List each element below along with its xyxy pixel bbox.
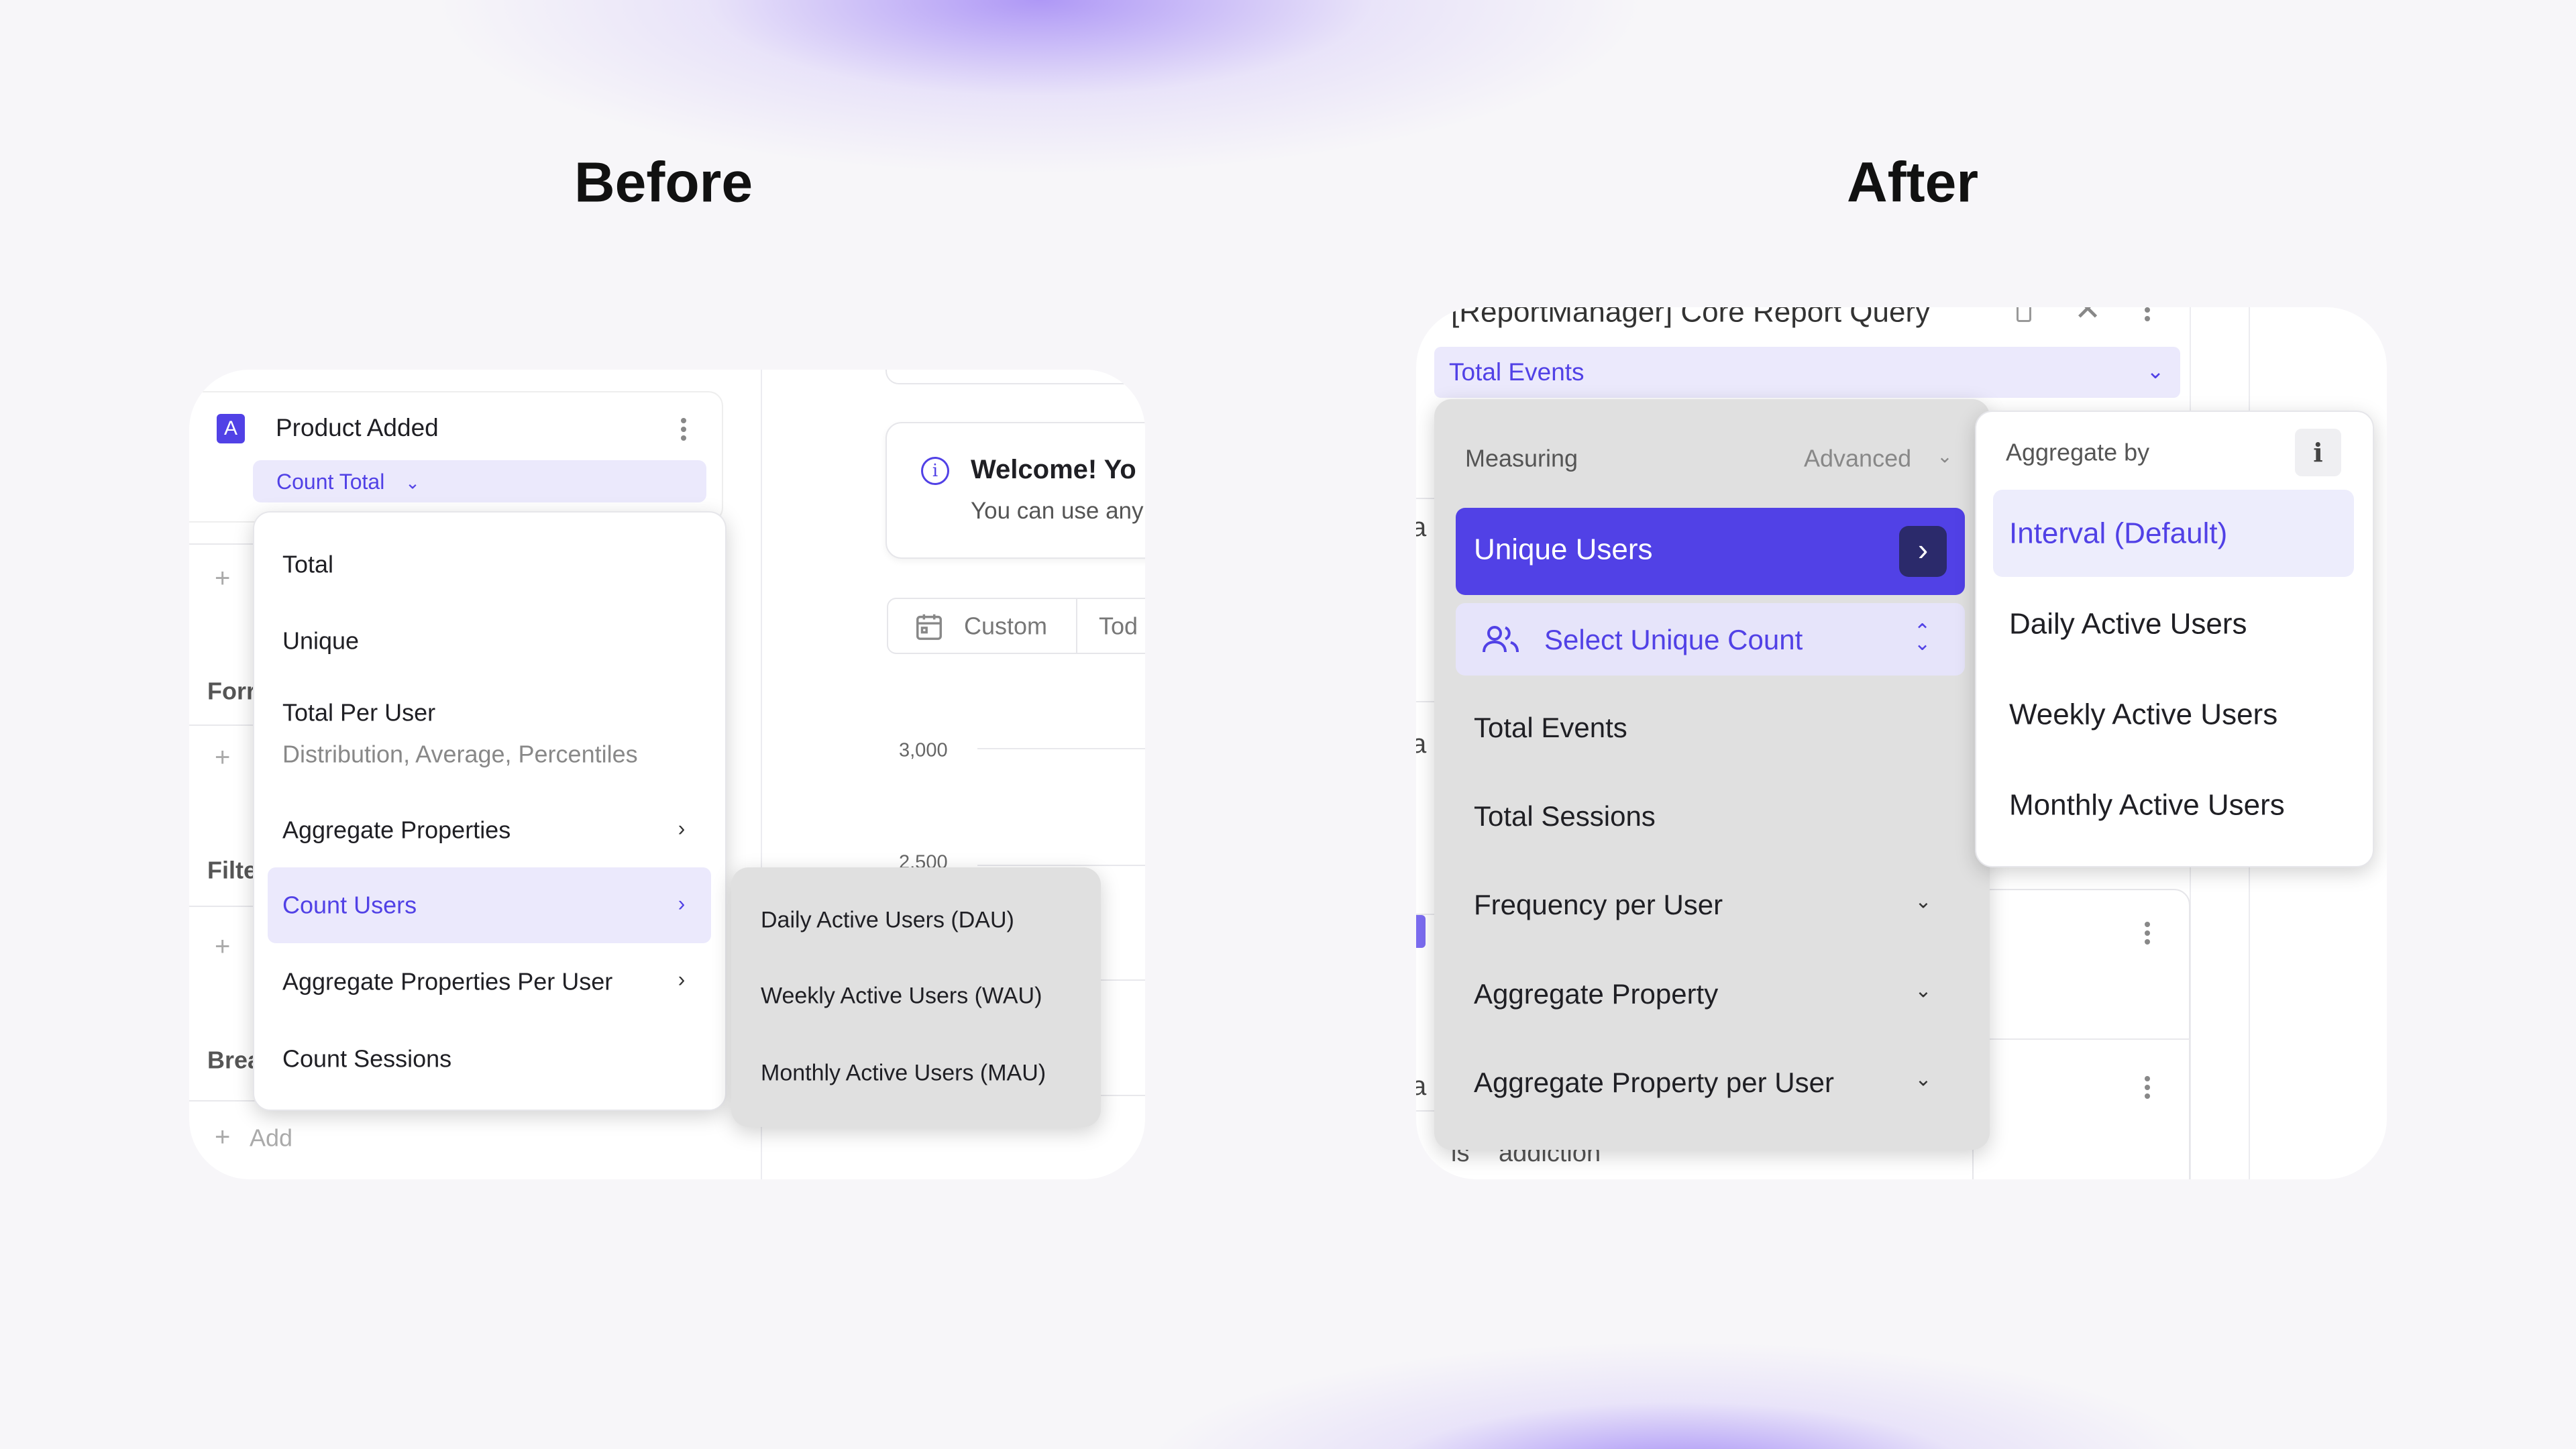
chevron-down-icon: ⌄ <box>405 472 420 493</box>
measure-dropdown[interactable]: Total Events ⌄ <box>1434 347 2180 398</box>
welcome-title: Welcome! Yo <box>971 455 1136 484</box>
measure-dropdown[interactable]: Count Total ⌄ <box>253 460 706 502</box>
date-range-picker[interactable] <box>887 598 1145 654</box>
info-icon: i <box>921 457 949 485</box>
plus-icon[interactable]: + <box>215 932 231 961</box>
aggregate-option-interval-label: Interval (Default) <box>2009 517 2228 550</box>
plus-icon[interactable]: + <box>215 1122 231 1152</box>
chevron-right-icon: › <box>678 891 686 916</box>
users-icon <box>1481 623 1521 654</box>
menu-item-total-sessions[interactable]: Total Sessions <box>1474 800 1656 832</box>
after-title: After <box>1846 150 1979 214</box>
menu-item-frequency-per-user[interactable]: Frequency per User <box>1474 888 1723 920</box>
count-users-submenu <box>731 867 1101 1127</box>
menu-item-aggregate-properties[interactable]: Aggregate Properties <box>282 816 511 844</box>
aggregate-by-menu <box>1975 411 2374 867</box>
chevron-right-icon: › <box>678 967 686 991</box>
submenu-item-dau[interactable]: Daily Active Users (DAU) <box>761 907 1014 933</box>
row-menu-icon[interactable] <box>2145 918 2150 948</box>
menu-item-count-sessions[interactable]: Count Sessions <box>282 1044 452 1073</box>
filter-heading: Filte <box>207 856 258 884</box>
menu-item-aggregate-properties-per-user[interactable]: Aggregate Properties Per User <box>282 967 613 996</box>
aggregate-by-header: Aggregate by <box>2006 438 2150 466</box>
select-unique-count-label: Select Unique Count <box>1544 623 1803 655</box>
menu-item-total-events[interactable]: Total Events <box>1474 711 1627 743</box>
selected-measure-unique-users[interactable]: Unique Users › <box>1456 508 1965 595</box>
measure-label: Count Total <box>276 469 385 494</box>
menu-item-aggregate-property[interactable]: Aggregate Property <box>1474 977 1719 1010</box>
bg-text: a <box>1416 1071 1427 1101</box>
y-tick: 3,000 <box>899 739 948 761</box>
plus-icon[interactable]: + <box>215 564 231 593</box>
welcome-card <box>885 422 1145 559</box>
select-unique-count[interactable]: Select Unique Count ⌃ ⌄ <box>1456 603 1965 676</box>
expand-button[interactable]: › <box>1899 526 1947 577</box>
advanced-toggle[interactable]: Advanced <box>1804 444 1912 472</box>
updown-icon: ⌃ ⌄ <box>1914 621 1931 655</box>
before-panel: A Product Added Count Total ⌄ + Forr + F… <box>189 370 1145 1179</box>
bg-card <box>1972 889 2190 1179</box>
menu-item-count-users[interactable] <box>268 867 711 943</box>
menu-item-subtitle: Distribution, Average, Percentiles <box>282 740 638 768</box>
close-icon[interactable]: ✕ <box>2074 307 2102 328</box>
submenu-item-mau[interactable]: Monthly Active Users (MAU) <box>761 1060 1046 1086</box>
selected-measure-label: Unique Users <box>1474 533 1653 566</box>
measure-label: Total Events <box>1449 358 1585 386</box>
add-breakdown-button[interactable]: Add <box>250 1124 293 1152</box>
chevron-down-icon: ⌄ <box>1915 890 1932 913</box>
menu-item-total-per-user[interactable]: Total Per User <box>282 698 436 727</box>
date-today-button[interactable]: Tod <box>1099 612 1138 640</box>
aggregate-option-wau[interactable]: Weekly Active Users <box>2009 698 2278 731</box>
menu-item-count-users-label: Count Users <box>282 891 417 919</box>
query-title: [ReportManager] Core Report Query <box>1451 307 1931 329</box>
measure-menu <box>253 511 727 1111</box>
aggregate-option-dau[interactable]: Daily Active Users <box>2009 607 2247 641</box>
event-badge: A <box>217 414 245 443</box>
before-title: Before <box>574 150 753 214</box>
breakdown-heading: Brea <box>207 1046 262 1074</box>
chevron-down-icon: ⌄ <box>1915 1068 1932 1091</box>
chevron-down-icon: ⌄ <box>1915 979 1932 1002</box>
aggregate-option-interval[interactable] <box>1993 490 2354 577</box>
event-name: Product Added <box>276 413 439 441</box>
row-menu-icon[interactable] <box>2145 1073 2150 1102</box>
menu-item-total[interactable]: Total <box>282 550 334 578</box>
event-card <box>189 391 723 523</box>
series-color-bar <box>1416 915 1426 948</box>
measuring-header: Measuring <box>1465 444 1578 472</box>
aggregate-option-mau[interactable]: Monthly Active Users <box>2009 788 2285 822</box>
chevron-down-icon: ⌄ <box>2146 359 2165 383</box>
chevron-right-icon: › <box>678 816 686 841</box>
chevron-down-icon: ⌄ <box>1937 445 1953 467</box>
after-panel: [ReportManager] Core Report Query ✕ Tota… <box>1416 307 2387 1179</box>
info-button[interactable]: i <box>2295 429 2341 476</box>
date-custom-button[interactable]: Custom <box>964 612 1048 640</box>
bg-text: a <box>1416 513 1427 542</box>
welcome-body: You can use any <box>971 498 1144 524</box>
menu-item-unique[interactable]: Unique <box>282 627 360 655</box>
plus-icon[interactable]: + <box>215 743 231 772</box>
menu-item-aggregate-property-per-user[interactable]: Aggregate Property per User <box>1474 1066 1834 1098</box>
formula-heading: Forr <box>207 677 256 705</box>
submenu-item-wau[interactable]: Weekly Active Users (WAU) <box>761 983 1042 1009</box>
query-menu-icon[interactable] <box>2145 307 2150 325</box>
trash-icon[interactable] <box>2017 307 2031 322</box>
event-menu-icon[interactable] <box>681 415 686 444</box>
calendar-icon <box>914 611 945 642</box>
bg-text: a <box>1416 729 1427 759</box>
